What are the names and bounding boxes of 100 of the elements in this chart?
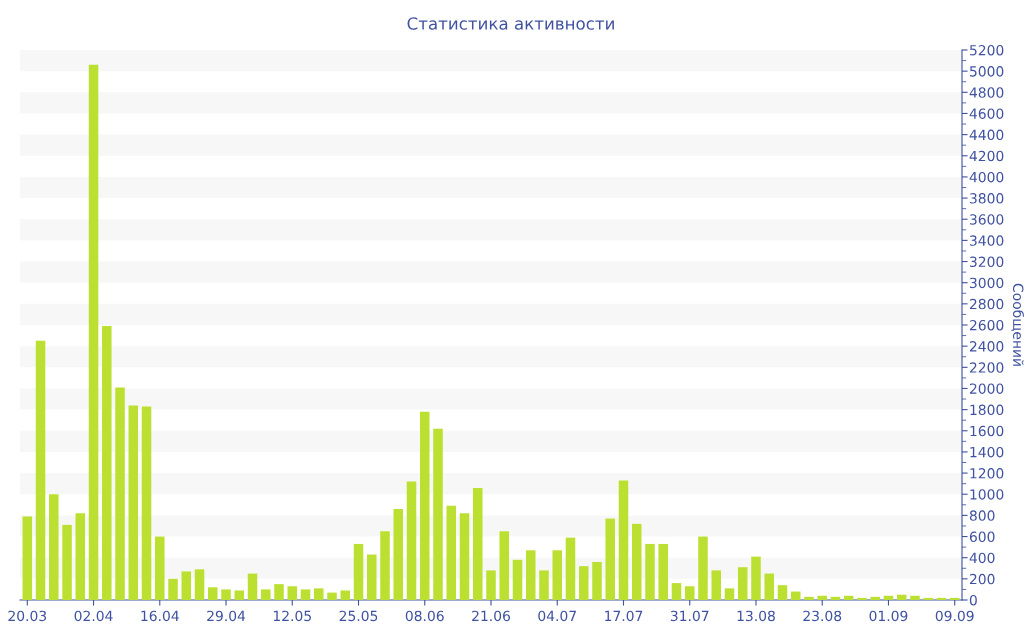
bar (631, 523, 642, 600)
bar (155, 536, 165, 600)
x-tick-label: 21.06 (472, 610, 511, 622)
y-tick-label: 4200 (969, 150, 1004, 162)
y-tick-label: 4000 (969, 171, 1004, 183)
bar (658, 543, 669, 600)
y-tick-label: 3400 (970, 235, 1004, 246)
bar (751, 556, 761, 600)
x-tick-label: 17.07 (605, 610, 643, 622)
bar (592, 561, 602, 600)
bar (221, 589, 231, 600)
bar (525, 550, 536, 600)
bar (168, 578, 178, 600)
y-tick-label: 1200 (970, 468, 1004, 479)
bar (234, 590, 245, 600)
bar (817, 595, 827, 600)
bar (313, 588, 324, 600)
bar (923, 597, 933, 600)
y-tick-label: 0 (969, 594, 977, 606)
bar (896, 594, 907, 600)
bar (605, 518, 616, 600)
x-tick-label: 25.05 (339, 610, 378, 622)
bar (857, 597, 867, 600)
bar (327, 592, 337, 600)
x-tick-label: 23.08 (803, 610, 842, 622)
bar (645, 543, 655, 600)
y-tick-label: 2000 (969, 383, 1004, 394)
bar (472, 487, 483, 600)
bar (353, 543, 364, 600)
bar (618, 480, 629, 600)
bar (261, 589, 271, 600)
bar (552, 550, 563, 600)
bar (804, 596, 814, 600)
bar (62, 524, 72, 600)
bar (446, 505, 457, 600)
y-tick-label: 3000 (970, 277, 1004, 289)
y-tick-label: 3200 (970, 256, 1004, 268)
bar (300, 589, 311, 600)
y-tick-label: 5200 (970, 44, 1004, 56)
bar (22, 516, 33, 600)
y-tick-label: 2200 (969, 362, 1004, 373)
bar (340, 590, 351, 600)
x-tick-label: 08.06 (405, 610, 444, 622)
bar (671, 583, 682, 600)
bar (88, 64, 99, 600)
y-tick-label: 600 (969, 531, 995, 543)
x-tick-label: 02.04 (74, 610, 113, 622)
bar (49, 494, 59, 600)
y-axis-title: Сообщений (1011, 283, 1024, 366)
x-tick-label: 01.09 (869, 610, 908, 622)
bar (75, 513, 86, 600)
y-tick-label: 2800 (969, 298, 1004, 310)
bar (194, 569, 205, 600)
x-tick-label: 12.05 (273, 610, 311, 622)
bar (141, 406, 152, 600)
bar (486, 570, 496, 600)
bar (949, 597, 960, 600)
bar (247, 573, 258, 600)
bar (274, 584, 284, 600)
bar (764, 573, 774, 600)
bar (433, 428, 443, 600)
bar (684, 586, 695, 600)
bar (711, 570, 721, 600)
y-tick-label: 1400 (970, 446, 1004, 458)
bar (128, 405, 139, 600)
bar (777, 585, 788, 600)
y-tick-label: 2600 (969, 319, 1004, 331)
y-tick-label: 3800 (970, 193, 1004, 204)
bar (181, 571, 192, 600)
y-tick-label: 1000 (970, 489, 1004, 500)
bar (35, 340, 46, 600)
bar (539, 570, 549, 600)
bar (406, 481, 417, 600)
bar (724, 588, 735, 600)
bar (578, 566, 589, 600)
bar (419, 411, 430, 600)
x-tick-label: 13.08 (737, 610, 775, 622)
bar (698, 536, 708, 600)
y-tick-label: 4600 (969, 108, 1004, 119)
y-tick-label: 1600 (970, 425, 1004, 437)
bar (936, 597, 947, 600)
bar (830, 596, 841, 600)
bar (512, 559, 523, 600)
x-tick-label: 31.07 (670, 610, 709, 622)
bar (883, 595, 894, 600)
bar (737, 567, 748, 600)
bar (380, 531, 390, 600)
bar (208, 587, 218, 600)
bar (870, 596, 880, 600)
bar (565, 537, 576, 600)
y-tick-label: 3600 (970, 214, 1004, 225)
x-tick-label: 29.04 (207, 610, 246, 622)
y-tick-label: 4800 (969, 87, 1004, 98)
y-tick-label: 4400 (969, 129, 1004, 141)
bar (366, 554, 377, 600)
y-tick-label: 2400 (969, 341, 1004, 352)
y-tick-label: 200 (969, 573, 995, 585)
y-tick-label: 800 (969, 510, 995, 521)
bar (499, 531, 510, 600)
y-tick-label: 1800 (970, 404, 1004, 416)
